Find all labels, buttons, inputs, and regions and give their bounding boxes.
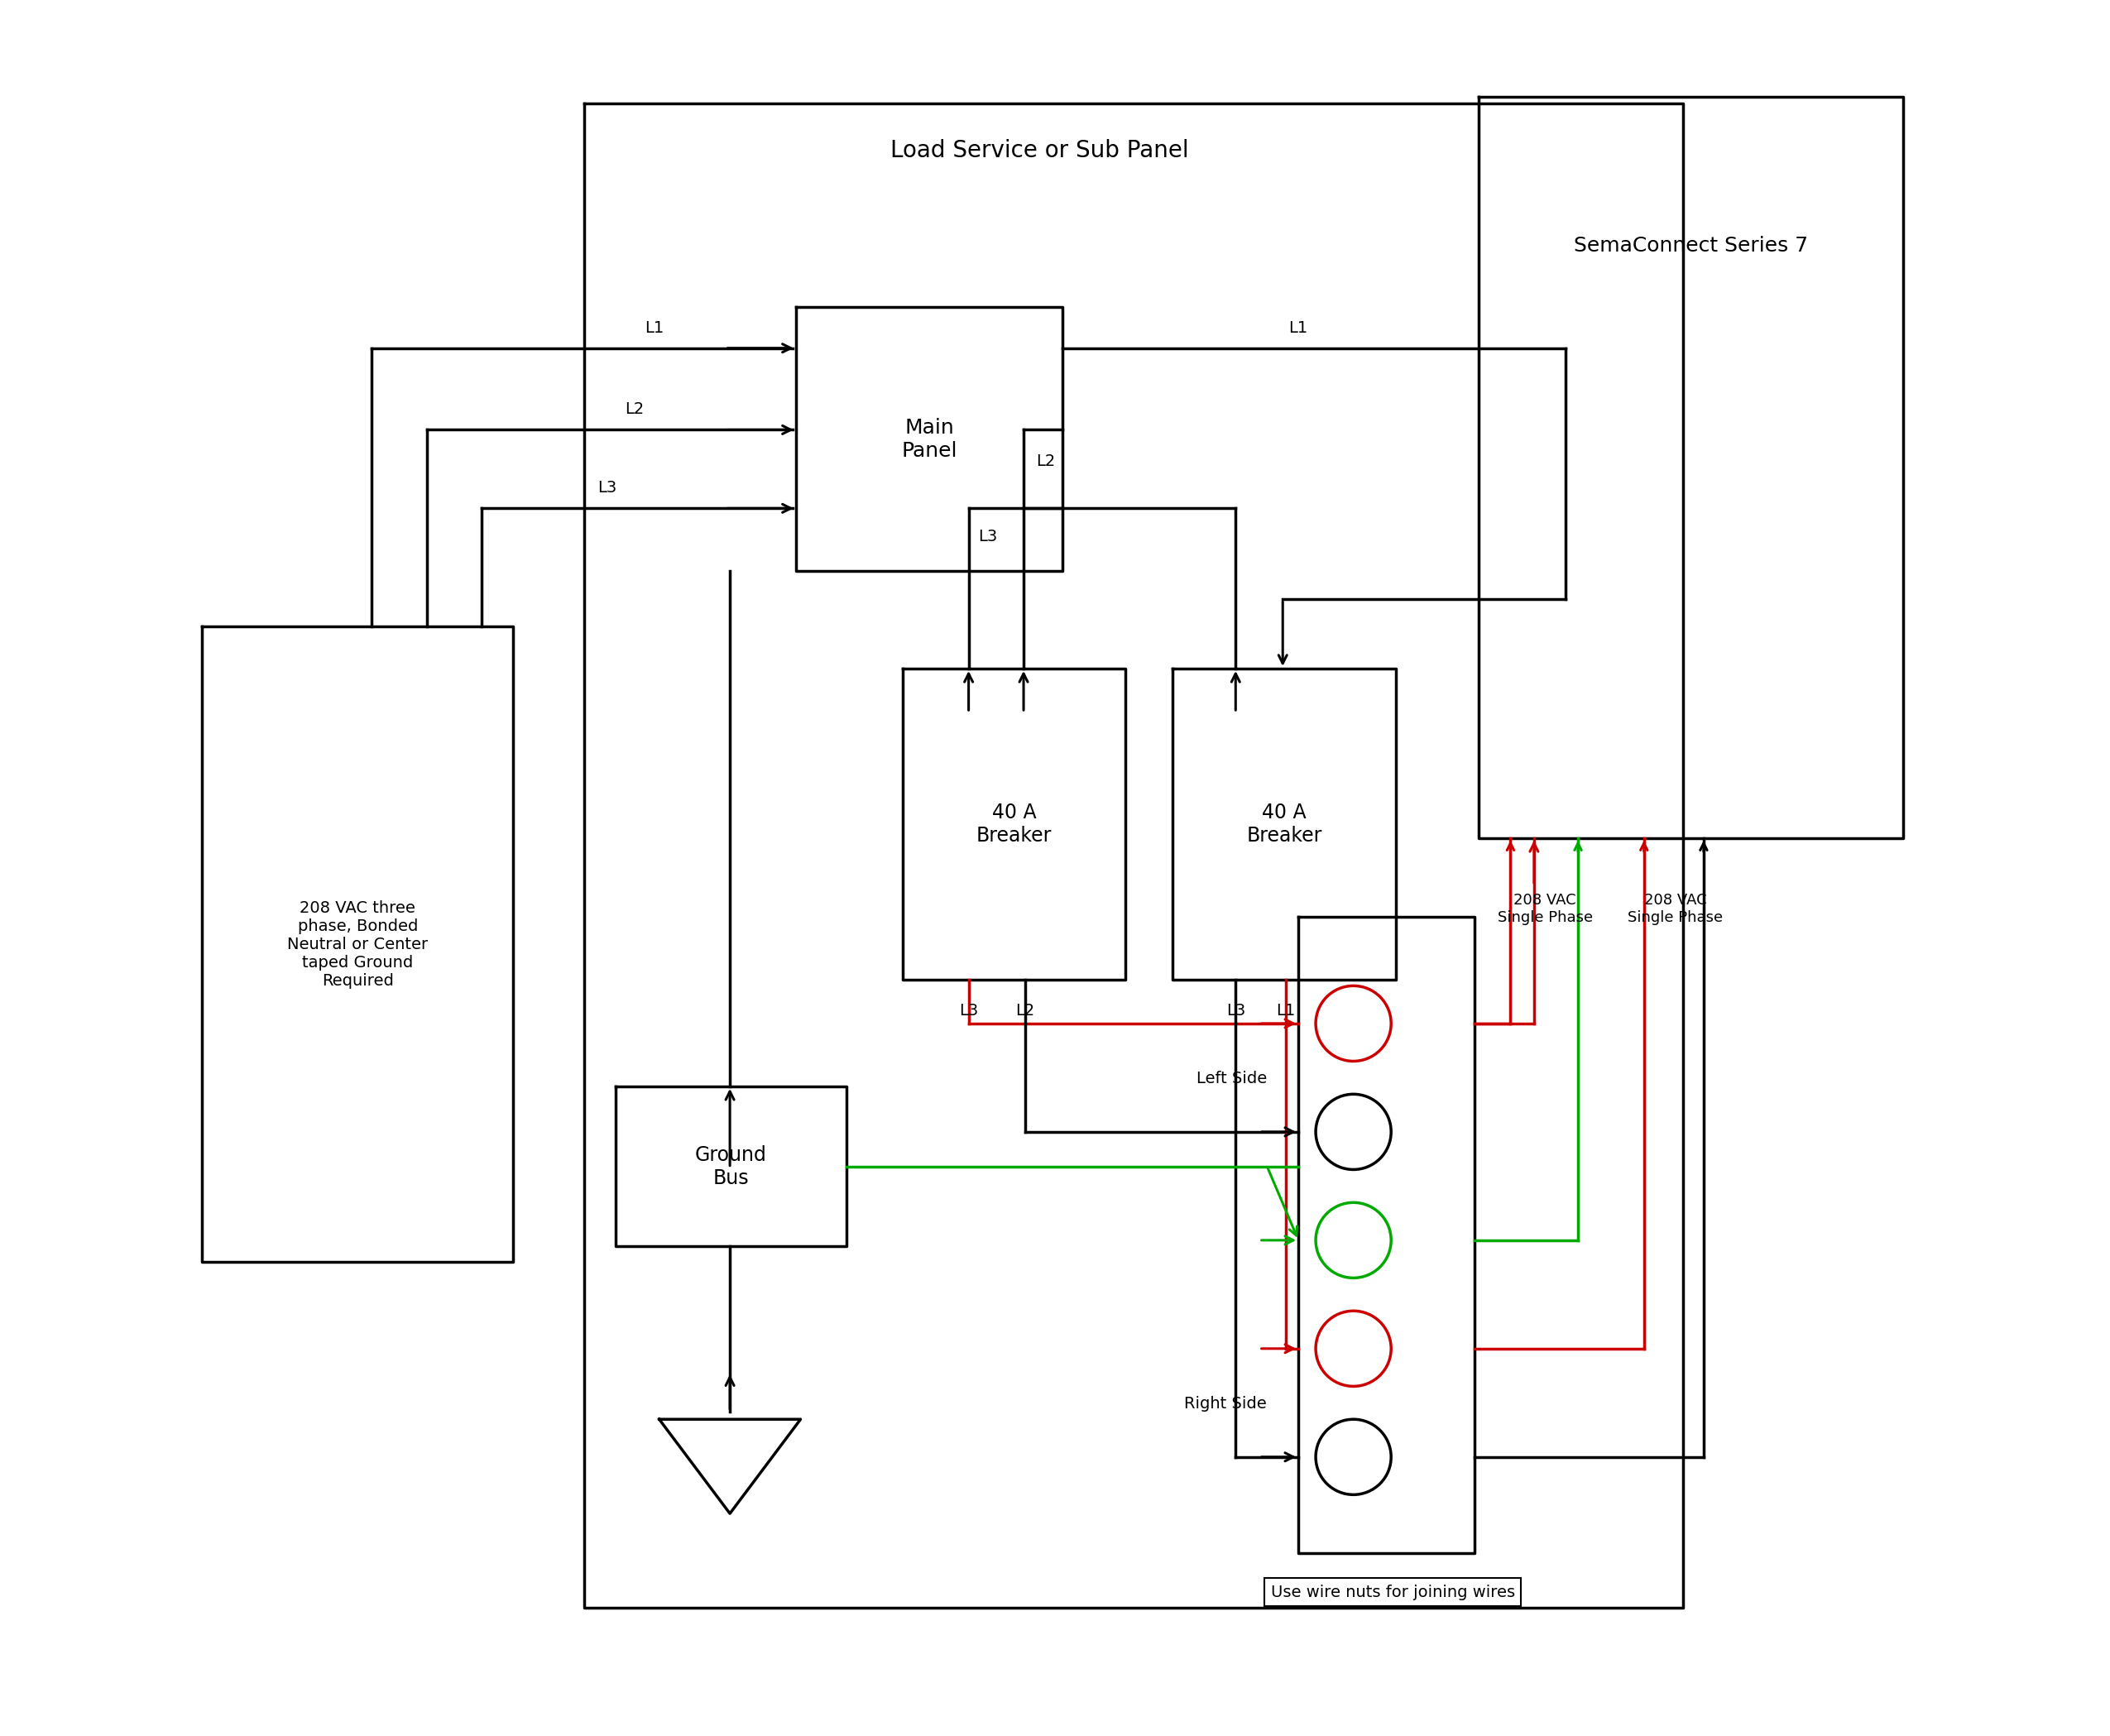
Text: Left Side: Left Side <box>1196 1071 1266 1087</box>
Text: 208 VAC three
phase, Bonded
Neutral or Center
taped Ground
Required: 208 VAC three phase, Bonded Neutral or C… <box>287 899 428 988</box>
Text: Load Service or Sub Panel: Load Service or Sub Panel <box>890 139 1188 161</box>
Text: L3: L3 <box>960 1003 979 1019</box>
Text: 208 VAC
Single Phase: 208 VAC Single Phase <box>1627 892 1724 925</box>
Text: 40 A
Breaker: 40 A Breaker <box>1247 802 1323 845</box>
Text: L2: L2 <box>1036 453 1055 469</box>
Text: Ground
Bus: Ground Bus <box>694 1146 766 1187</box>
Text: L1: L1 <box>1289 319 1308 335</box>
Text: L3: L3 <box>597 481 616 496</box>
Text: Use wire nuts for joining wires: Use wire nuts for joining wires <box>1270 1585 1515 1601</box>
Text: Right Side: Right Side <box>1184 1396 1266 1411</box>
Text: 40 A
Breaker: 40 A Breaker <box>977 802 1053 845</box>
Text: SemaConnect Series 7: SemaConnect Series 7 <box>1574 236 1808 255</box>
Text: 208 VAC
Single Phase: 208 VAC Single Phase <box>1498 892 1593 925</box>
Text: Main
Panel: Main Panel <box>901 418 958 460</box>
Text: L1: L1 <box>646 319 665 335</box>
Text: L1: L1 <box>1277 1003 1296 1019</box>
Text: L3: L3 <box>979 529 998 545</box>
Text: L2: L2 <box>1015 1003 1034 1019</box>
Text: L2: L2 <box>625 401 644 417</box>
Text: L3: L3 <box>1226 1003 1245 1019</box>
